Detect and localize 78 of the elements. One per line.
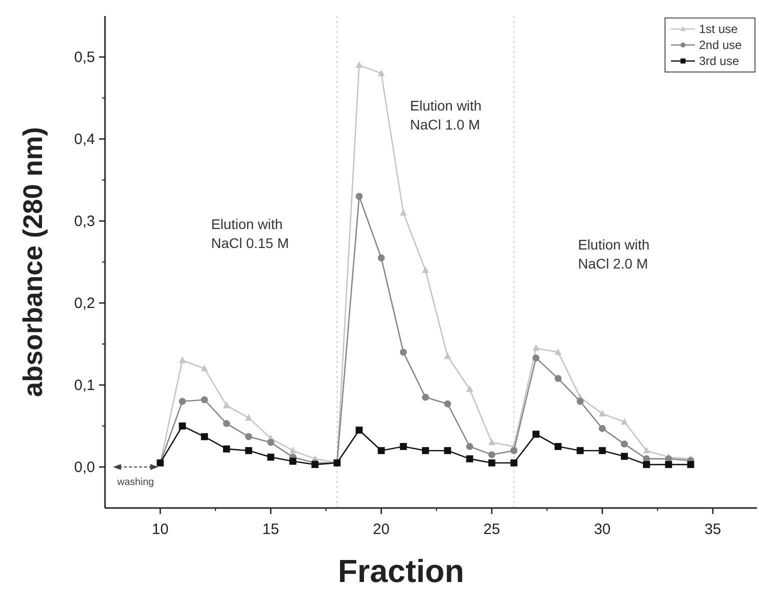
point — [620, 440, 628, 448]
point — [356, 192, 363, 200]
point — [422, 394, 429, 401]
point — [289, 458, 296, 465]
point — [665, 461, 672, 468]
point — [510, 459, 518, 466]
point — [620, 418, 628, 425]
point — [223, 420, 230, 428]
point — [422, 266, 429, 273]
point — [200, 396, 208, 404]
point — [223, 402, 230, 408]
point — [378, 254, 385, 262]
point — [532, 354, 540, 362]
point — [620, 452, 628, 460]
point — [532, 430, 540, 438]
point — [400, 208, 407, 216]
annotation: Elution with NaCl 1.0 M — [410, 97, 482, 132]
x-tick-label: 10 — [152, 521, 169, 538]
legend-label: 3rd use — [699, 54, 740, 68]
point — [598, 447, 606, 454]
point — [598, 410, 606, 416]
annotation: Elution with NaCl 2.0 M — [578, 236, 650, 272]
point — [200, 433, 208, 440]
point — [422, 447, 429, 454]
point — [267, 454, 274, 461]
point — [356, 426, 363, 434]
x-tick-label: 20 — [372, 521, 390, 538]
point — [178, 398, 186, 405]
point — [466, 385, 474, 392]
y-tick-label: 0,5 — [74, 49, 95, 66]
point — [532, 344, 540, 351]
point — [444, 352, 452, 360]
point — [598, 424, 606, 432]
point — [510, 447, 518, 454]
x-tick-label: 25 — [483, 521, 500, 538]
point — [223, 445, 230, 452]
point — [466, 455, 474, 462]
point — [488, 459, 496, 466]
legend-label: 1st use — [699, 22, 738, 36]
y-tick-label: 0,4 — [74, 131, 95, 148]
point — [267, 438, 274, 446]
point — [554, 374, 562, 382]
point — [444, 447, 452, 454]
y-tick-label: 0,2 — [74, 295, 95, 312]
x-axis-title: Fraction — [338, 553, 464, 589]
point — [400, 348, 407, 356]
point — [245, 447, 252, 454]
point — [400, 443, 407, 450]
point — [178, 422, 186, 430]
point — [642, 461, 650, 468]
point — [488, 438, 496, 446]
annotation: washing — [116, 477, 154, 488]
point — [687, 461, 694, 468]
point — [356, 61, 363, 68]
point — [245, 414, 252, 421]
point — [444, 400, 452, 408]
point — [576, 447, 584, 454]
point — [576, 398, 584, 405]
point — [289, 446, 296, 454]
annotation: Elution with NaCl 0.15 M — [211, 216, 289, 252]
point — [378, 447, 385, 454]
x-tick-label: 30 — [594, 521, 611, 538]
point — [200, 364, 208, 372]
point — [178, 356, 186, 364]
y-tick-label: 0,3 — [74, 213, 95, 230]
y-tick-label: 0,0 — [74, 459, 95, 476]
y-axis-title: absorbance (280 nm) — [18, 126, 48, 398]
point — [554, 443, 562, 450]
x-tick-label: 15 — [262, 521, 280, 538]
x-tick-label: 35 — [704, 521, 722, 538]
point — [554, 348, 562, 355]
point — [488, 451, 496, 458]
point — [378, 70, 385, 76]
point — [642, 446, 650, 454]
point — [245, 433, 252, 440]
legend-label: 2nd use — [699, 38, 742, 52]
y-tick-label: 0,1 — [74, 377, 95, 394]
point — [466, 443, 474, 450]
